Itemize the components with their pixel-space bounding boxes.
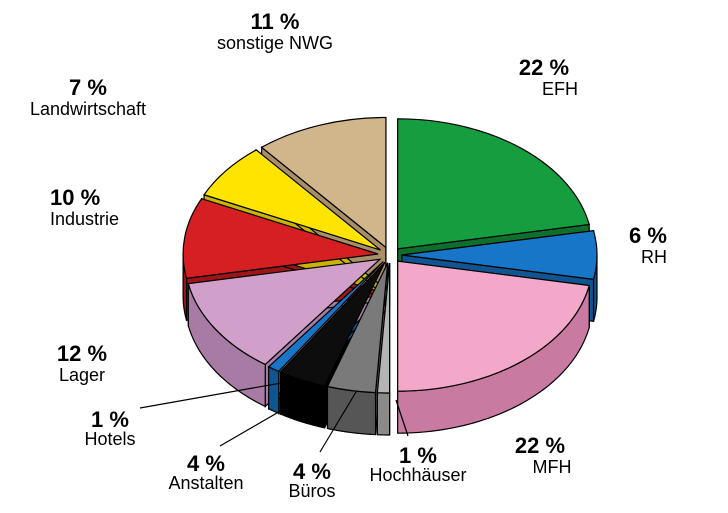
pie-chart-3d: 22 %EFH6 %RH22 %MFH1 %Hochhäuser4 %Büros… (0, 0, 728, 513)
slice-wall-hoch (377, 393, 389, 435)
slice-wall-hotels (269, 367, 279, 414)
pie-svg (0, 0, 728, 513)
